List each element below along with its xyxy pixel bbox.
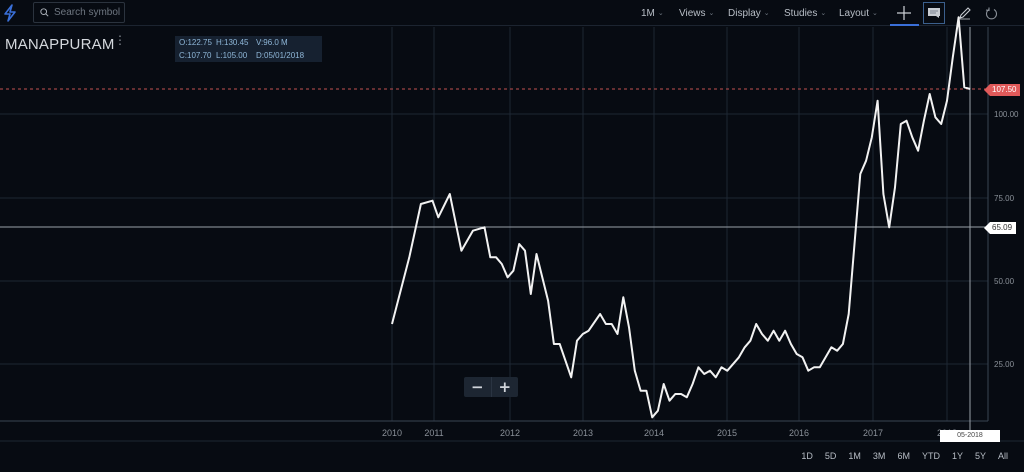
active-indicator [890, 24, 919, 26]
range-ytd[interactable]: YTD [921, 451, 940, 461]
range-1y[interactable]: 1Y [951, 451, 963, 461]
ohlc-panel: O:122.75 H:130.45 V:96.0 M C:107.70 L:10… [175, 36, 322, 62]
x-tick: 2011 [424, 428, 444, 438]
close-value: C:107.70 [179, 50, 212, 60]
y-tick-50: 50.00 [994, 277, 1015, 286]
volume-value: V:96.0 M [256, 38, 288, 47]
views-label: Views [679, 7, 706, 19]
range-1m[interactable]: 1M [848, 451, 861, 461]
interval-menu[interactable]: 1M ⌄ [641, 0, 664, 26]
chevron-down-icon: ⌄ [708, 10, 715, 17]
date-value: D:05/01/2018 [256, 50, 305, 60]
high-value: H:130.45 [216, 38, 249, 47]
draw-button[interactable] [954, 2, 976, 24]
range-selector: 1D 5D 1M 3M 6M YTD 1Y 5Y All [795, 451, 1014, 461]
symbol-menu-icon[interactable]: ⋮ [114, 33, 126, 47]
open-value: O:122.75 [179, 38, 212, 47]
x-tick: 2017 [862, 428, 884, 438]
reset-button[interactable] [980, 2, 1002, 24]
studies-menu[interactable]: Studies ⌄ [784, 0, 826, 26]
crosshair-button[interactable] [889, 2, 919, 26]
symbol-name[interactable]: MANAPPURAM [5, 36, 115, 53]
interval-label: 1M [641, 7, 655, 19]
layout-label: Layout [839, 7, 870, 19]
range-6m[interactable]: 6M [897, 451, 910, 461]
x-tick: 2012 [499, 428, 521, 438]
zoom-out-button[interactable]: − [464, 377, 492, 397]
display-label: Display [728, 7, 761, 19]
last-price-tag: 107.50 [984, 84, 1021, 96]
chevron-down-icon: ⌄ [872, 10, 878, 17]
pencil-icon [959, 7, 971, 20]
y-tick-100: 100.00 [994, 110, 1019, 119]
y-tick-25: 25.00 [994, 360, 1015, 369]
range-all[interactable]: All [997, 451, 1008, 461]
x-tick: 2010 [381, 428, 403, 438]
crosshair-icon [897, 6, 911, 20]
range-5d[interactable]: 5D [824, 451, 837, 461]
x-tick: 2013 [572, 428, 594, 438]
top-toolbar: 1M ⌄ Views ⌄ Display ⌄ Studies ⌄ Layout … [0, 0, 1024, 26]
gridlines [0, 27, 988, 421]
studies-label: Studies [784, 7, 818, 19]
search-input[interactable] [54, 7, 124, 18]
reset-icon [985, 7, 997, 19]
range-5y[interactable]: 5Y [974, 451, 986, 461]
layout-menu[interactable]: Layout ⌄ [839, 0, 878, 26]
display-menu[interactable]: Display ⌄ [728, 0, 770, 26]
crosshair-date-tag: 05-2018 [940, 430, 1000, 442]
views-menu[interactable]: Views ⌄ [679, 0, 714, 26]
zoom-in-button[interactable]: + [492, 377, 519, 397]
chevron-down-icon: ⌄ [657, 10, 664, 17]
x-tick: 2016 [788, 428, 810, 438]
crosshair-price-tag: 65.09 [984, 222, 1017, 234]
search-box[interactable] [33, 2, 125, 23]
x-tick: 2015 [716, 428, 738, 438]
x-tick: 2014 [643, 428, 665, 438]
chevron-down-icon: ⌄ [763, 10, 770, 17]
search-icon [40, 8, 49, 17]
price-line [391, 16, 971, 419]
low-value: L:105.00 [216, 50, 248, 60]
chevron-down-icon: ⌄ [820, 10, 827, 17]
range-1d[interactable]: 1D [801, 451, 813, 461]
y-tick-75: 75.00 [994, 194, 1015, 203]
annotation-button[interactable] [923, 2, 945, 24]
comment-icon [928, 8, 940, 18]
zoom-controls: − + [464, 377, 518, 397]
lightning-icon[interactable] [2, 4, 18, 22]
range-3m[interactable]: 3M [872, 451, 886, 461]
